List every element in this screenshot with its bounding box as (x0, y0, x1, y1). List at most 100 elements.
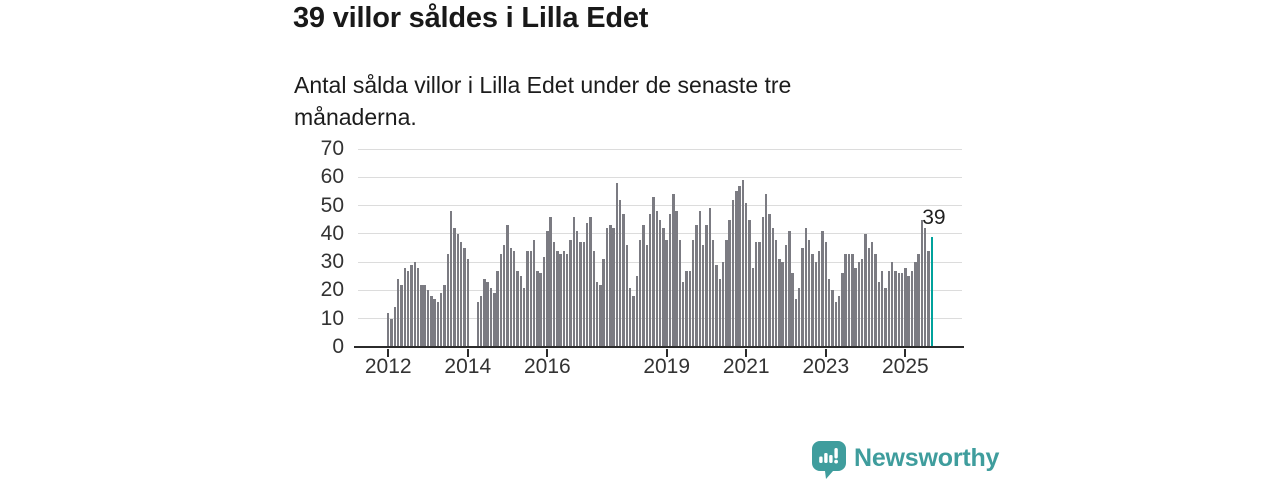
plot-area: 39 (354, 148, 964, 357)
bar (804, 228, 808, 347)
bar (479, 296, 483, 347)
bar (516, 270, 519, 347)
bar (914, 262, 917, 347)
bar (463, 248, 466, 347)
newsworthy-logo-icon (812, 441, 846, 479)
bar (390, 318, 393, 347)
page-title: 39 villor såldes i Lilla Edet (293, 2, 649, 34)
x-axis-tick (466, 349, 469, 357)
bar (711, 239, 715, 347)
bar (721, 262, 725, 347)
bar (493, 293, 496, 347)
bar (619, 199, 622, 347)
bar (582, 242, 586, 347)
bar (648, 214, 652, 347)
bar (884, 287, 887, 347)
bar (609, 225, 612, 347)
bar (668, 214, 672, 347)
bar (831, 290, 834, 347)
bar (824, 242, 828, 347)
bar (924, 228, 927, 347)
x-axis-tick (387, 349, 390, 357)
bar (801, 248, 804, 347)
bar (449, 211, 453, 347)
chart-subtitle: Antal sålda villor i Lilla Edet under de… (294, 72, 792, 130)
bar (423, 284, 426, 347)
bar (870, 242, 874, 347)
x-axis-tick (904, 349, 907, 357)
bar (880, 270, 884, 347)
bar (691, 239, 695, 347)
bar (708, 208, 711, 347)
bar (519, 276, 523, 347)
bar (575, 231, 579, 347)
bar (771, 228, 774, 347)
bar (794, 298, 798, 347)
bar (854, 267, 857, 347)
bar (784, 245, 788, 347)
bar (894, 270, 897, 347)
grid-line (358, 176, 962, 178)
bar (851, 253, 854, 347)
x-axis-tick-label: 2023 (802, 355, 850, 378)
bar (874, 253, 877, 347)
bar (748, 219, 751, 347)
y-axis-tick-label: 20 (320, 278, 344, 302)
bar (522, 287, 526, 347)
bar (811, 253, 814, 347)
grid-line (358, 148, 962, 150)
bar (615, 182, 619, 347)
bar (695, 225, 698, 347)
bar (579, 242, 582, 347)
bar (917, 253, 920, 347)
bar (430, 296, 433, 347)
bar (605, 228, 609, 347)
bar (658, 219, 662, 347)
bar (532, 239, 536, 347)
bar (798, 287, 801, 347)
bar (834, 301, 837, 347)
x-axis-tick-label: 2021 (722, 355, 770, 378)
bar (406, 270, 410, 347)
bar (552, 242, 556, 347)
bar (675, 211, 678, 347)
bar (466, 259, 469, 347)
bar (453, 228, 456, 347)
bar (817, 250, 821, 347)
bar (622, 214, 625, 347)
bar (890, 262, 894, 347)
bar (496, 270, 499, 347)
bar (754, 242, 758, 347)
bar (396, 279, 400, 347)
bar (781, 262, 784, 347)
x-axis-line (354, 345, 964, 348)
bar (841, 273, 844, 347)
x-axis-tick-label: 2019 (643, 355, 691, 378)
bar (844, 253, 847, 347)
newsworthy-logo-text: Newsworthy (854, 443, 1000, 472)
bar (566, 253, 569, 347)
y-axis-tick-label: 30 (320, 250, 344, 274)
bar (569, 239, 572, 347)
bar (907, 276, 910, 347)
bar (662, 228, 665, 347)
bar (526, 250, 529, 347)
bar (625, 245, 629, 347)
bar (599, 284, 602, 347)
bar (440, 293, 443, 347)
bar (595, 281, 599, 347)
bar (549, 216, 552, 347)
bar (745, 202, 748, 347)
bar (821, 231, 824, 347)
bar (920, 219, 924, 347)
y-axis-tick-label: 60 (320, 165, 344, 189)
bar (645, 245, 648, 347)
bar (559, 253, 562, 347)
bar (499, 253, 503, 347)
bar (900, 273, 904, 347)
x-axis-tick (745, 349, 748, 357)
newsworthy-logo: Newsworthy (812, 441, 999, 479)
x-axis-tick (665, 349, 668, 357)
bar (556, 250, 559, 347)
